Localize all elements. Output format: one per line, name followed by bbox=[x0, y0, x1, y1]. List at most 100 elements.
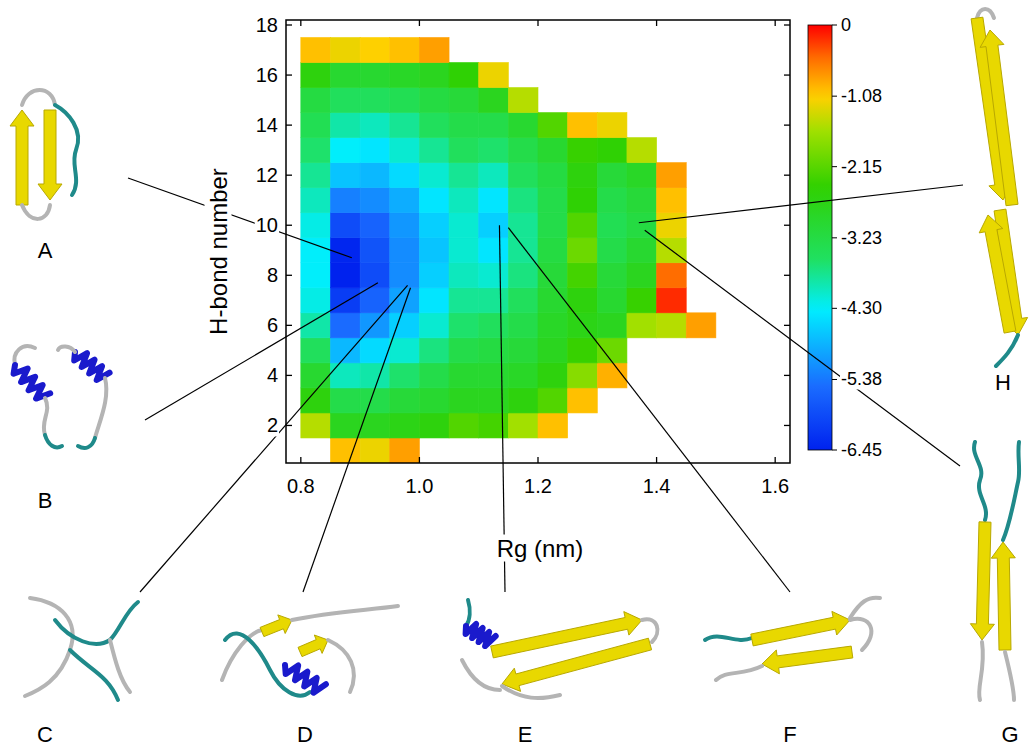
heat-cell bbox=[479, 238, 509, 263]
heat-cell bbox=[597, 338, 627, 363]
heat-cell bbox=[508, 263, 538, 288]
y-tick-label-group: 14 bbox=[255, 114, 279, 136]
heat-cell bbox=[568, 288, 598, 313]
heat-cell bbox=[538, 263, 568, 288]
structure-label-group: H bbox=[994, 370, 1012, 395]
y-tick-label: 12 bbox=[256, 164, 278, 186]
heat-cell bbox=[449, 363, 479, 388]
structure-label: F bbox=[783, 722, 796, 747]
heat-cell bbox=[449, 163, 479, 188]
coil bbox=[78, 438, 95, 448]
heat-cell bbox=[390, 88, 420, 113]
x-tick bbox=[300, 457, 301, 463]
heat-cell bbox=[479, 213, 509, 238]
y-tick-label-group: 4 bbox=[266, 364, 279, 386]
heat-cell bbox=[627, 313, 657, 338]
heat-cell bbox=[508, 88, 538, 113]
coil bbox=[502, 686, 560, 698]
text-patch bbox=[840, 157, 883, 177]
coil bbox=[58, 346, 75, 352]
text-patch bbox=[266, 314, 279, 336]
y-tick bbox=[784, 24, 790, 25]
text-patch bbox=[782, 722, 797, 747]
coil bbox=[977, 9, 994, 18]
coil bbox=[705, 636, 752, 640]
heat-cell bbox=[479, 288, 509, 313]
heat-cell bbox=[568, 213, 598, 238]
heat-cell bbox=[301, 113, 331, 138]
heat-cell bbox=[449, 238, 479, 263]
text-patch bbox=[255, 214, 279, 236]
heat-cell bbox=[568, 313, 598, 338]
heat-cell bbox=[330, 138, 360, 163]
structure-label: C bbox=[37, 722, 53, 747]
heat-cell bbox=[419, 213, 449, 238]
x-tick-label-group: 1.6 bbox=[760, 475, 790, 497]
heat-cell bbox=[568, 188, 598, 213]
heat-cell bbox=[627, 138, 657, 163]
heat-cell bbox=[390, 338, 420, 363]
heat-cell bbox=[449, 213, 479, 238]
y-tick bbox=[784, 275, 790, 276]
structure-cartoons bbox=[10, 9, 1028, 700]
heat-cell bbox=[449, 263, 479, 288]
text-patch bbox=[255, 14, 279, 36]
heat-cell bbox=[508, 163, 538, 188]
heat-cell bbox=[419, 363, 449, 388]
text-patch bbox=[266, 414, 279, 436]
heat-cell bbox=[568, 263, 598, 288]
heat-cell bbox=[419, 288, 449, 313]
x-tick bbox=[656, 20, 657, 26]
heat-cell bbox=[390, 363, 420, 388]
x-tick-label-group: 1.4 bbox=[642, 475, 672, 497]
heat-cell bbox=[390, 38, 420, 63]
beta-strand bbox=[762, 646, 853, 674]
colorbar-tick bbox=[832, 25, 837, 26]
beta-strand bbox=[979, 215, 1016, 333]
y-tick bbox=[286, 325, 292, 326]
text-patch bbox=[405, 475, 435, 497]
structure-label-group: C bbox=[36, 722, 54, 747]
heat-cell bbox=[538, 163, 568, 188]
heat-cell bbox=[301, 38, 331, 63]
heat-cell bbox=[330, 263, 360, 288]
heat-cell bbox=[538, 338, 568, 363]
heat-cell bbox=[390, 413, 420, 438]
heat-cell bbox=[301, 188, 331, 213]
heat-cell bbox=[419, 63, 449, 88]
beta-strand bbox=[751, 611, 850, 646]
heat-cell bbox=[301, 63, 331, 88]
heat-cell bbox=[330, 88, 360, 113]
text-patch bbox=[255, 114, 279, 136]
text-patch bbox=[255, 164, 279, 186]
heat-cell bbox=[538, 238, 568, 263]
colorbar-tick-label-group: -3.23 bbox=[840, 228, 883, 248]
heatmap bbox=[301, 38, 716, 463]
colorbar-tick-label: -4.30 bbox=[841, 298, 882, 318]
heat-cell bbox=[627, 288, 657, 313]
heat-cell bbox=[390, 213, 420, 238]
heat-cell bbox=[508, 363, 538, 388]
heat-cell bbox=[538, 138, 568, 163]
heat-cell bbox=[479, 263, 509, 288]
y-tick-label-group: 12 bbox=[255, 164, 279, 186]
heat-cell bbox=[330, 313, 360, 338]
heat-cell bbox=[449, 138, 479, 163]
text-patch bbox=[496, 535, 585, 562]
coil bbox=[22, 90, 55, 105]
coil bbox=[25, 598, 73, 696]
heat-cell bbox=[419, 388, 449, 413]
y-tick bbox=[286, 124, 292, 125]
heat-cell bbox=[538, 313, 568, 338]
heat-cell bbox=[479, 413, 509, 438]
heat-cell bbox=[330, 38, 360, 63]
x-tick bbox=[537, 457, 538, 463]
y-tick-label: 14 bbox=[256, 114, 278, 136]
heat-cell bbox=[360, 38, 390, 63]
y-tick-label: 2 bbox=[267, 414, 278, 436]
coil bbox=[462, 660, 500, 690]
heat-cell bbox=[419, 38, 449, 63]
coil bbox=[44, 398, 48, 435]
heat-cell bbox=[597, 213, 627, 238]
heat-cell bbox=[479, 138, 509, 163]
